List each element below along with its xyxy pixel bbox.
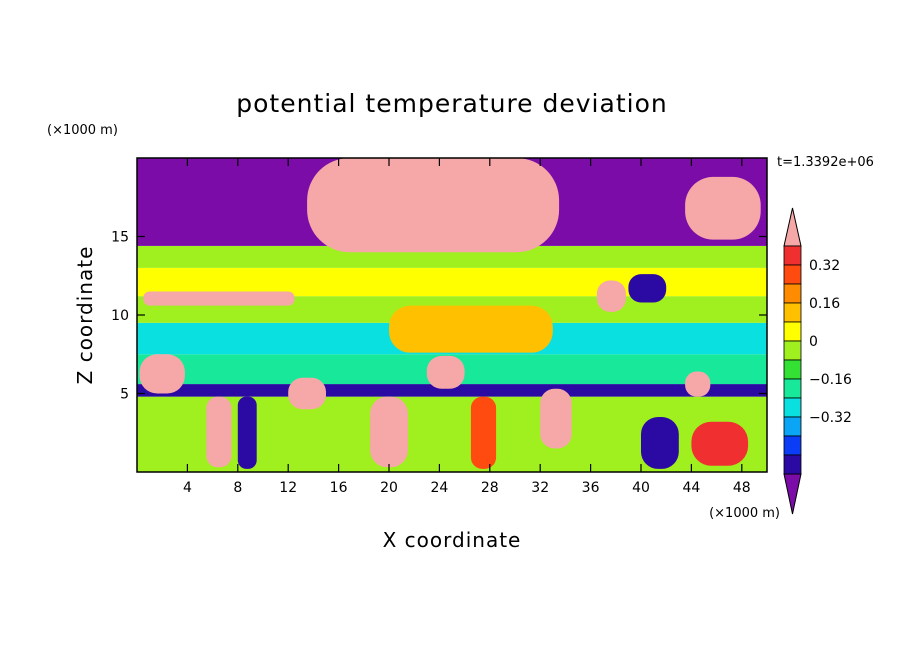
contour-region: [139, 354, 185, 394]
x-tick-label: 32: [531, 480, 549, 496]
colorbar-min-triangle: [783, 473, 802, 515]
contour-region: [641, 417, 679, 469]
y-tick-label: 5: [120, 387, 129, 403]
contour-region: [470, 396, 497, 469]
contour-region: [685, 371, 711, 397]
y-axis-unit: (×1000 m): [47, 123, 118, 138]
colorbar-segment: [783, 283, 802, 304]
contour-region: [370, 396, 408, 468]
contour-region: [137, 245, 767, 268]
contour-region: [237, 396, 257, 469]
colorbar-segment: [783, 416, 802, 437]
plot-area: [137, 158, 767, 472]
colorbar-segment: [783, 302, 802, 323]
y-tick-label: 10: [111, 308, 129, 324]
colorbar: 0.32 0.16 0 −0.16 −0.32: [783, 207, 852, 515]
colorbar-max-triangle: [783, 207, 802, 247]
x-tick-label: 44: [682, 480, 700, 496]
x-tick-label: 16: [330, 480, 348, 496]
y-tick-label: 15: [111, 230, 129, 246]
contour-region: [206, 396, 232, 468]
x-tick-label: 4: [183, 480, 192, 496]
colorbar-segment: [783, 378, 802, 399]
colorbar-tick-label: −0.32: [809, 410, 852, 426]
colorbar-segment: [783, 321, 802, 342]
contour-region: [540, 388, 572, 449]
x-axis: 4 8 12 16 20 24 28 32 36 40 44 48: [183, 158, 751, 496]
y-axis-title: Z coordinate: [73, 246, 97, 385]
colorbar-segment: [783, 454, 802, 475]
contour-region: [307, 158, 560, 253]
colorbar-segment: [783, 435, 802, 456]
colorbar-tick-label: −0.16: [809, 372, 852, 388]
x-tick-label: 12: [279, 480, 297, 496]
x-axis-title: X coordinate: [383, 528, 522, 552]
x-tick-label: 48: [733, 480, 751, 496]
x-tick-label: 40: [632, 480, 650, 496]
contour-region: [691, 421, 749, 466]
y-axis: 5 10 15: [111, 230, 767, 403]
colorbar-segment: [783, 397, 802, 418]
colorbar-tick-label: 0: [809, 334, 818, 350]
x-tick-label: 8: [233, 480, 242, 496]
contour-region: [389, 305, 553, 353]
contour-region: [596, 280, 626, 312]
colorbar-segment: [783, 245, 802, 266]
colorbar-segment: [783, 340, 802, 361]
contour-region: [143, 291, 295, 306]
x-tick-label: 28: [481, 480, 499, 496]
contour-region: [628, 274, 667, 303]
contour-region: [426, 355, 465, 389]
x-axis-unit: (×1000 m): [709, 506, 780, 521]
time-label: t=1.3392e+06: [777, 155, 874, 170]
contour-region: [288, 377, 326, 410]
colorbar-tick-label: 0.16: [809, 296, 840, 312]
x-tick-label: 24: [430, 480, 448, 496]
x-tick-label: 36: [582, 480, 600, 496]
x-tick-label: 20: [380, 480, 398, 496]
chart-title: potential temperature deviation: [236, 89, 667, 118]
contour-region: [685, 176, 761, 240]
colorbar-segment: [783, 359, 802, 380]
colorbar-segment: [783, 264, 802, 285]
colorbar-tick-label: 0.32: [809, 258, 840, 274]
